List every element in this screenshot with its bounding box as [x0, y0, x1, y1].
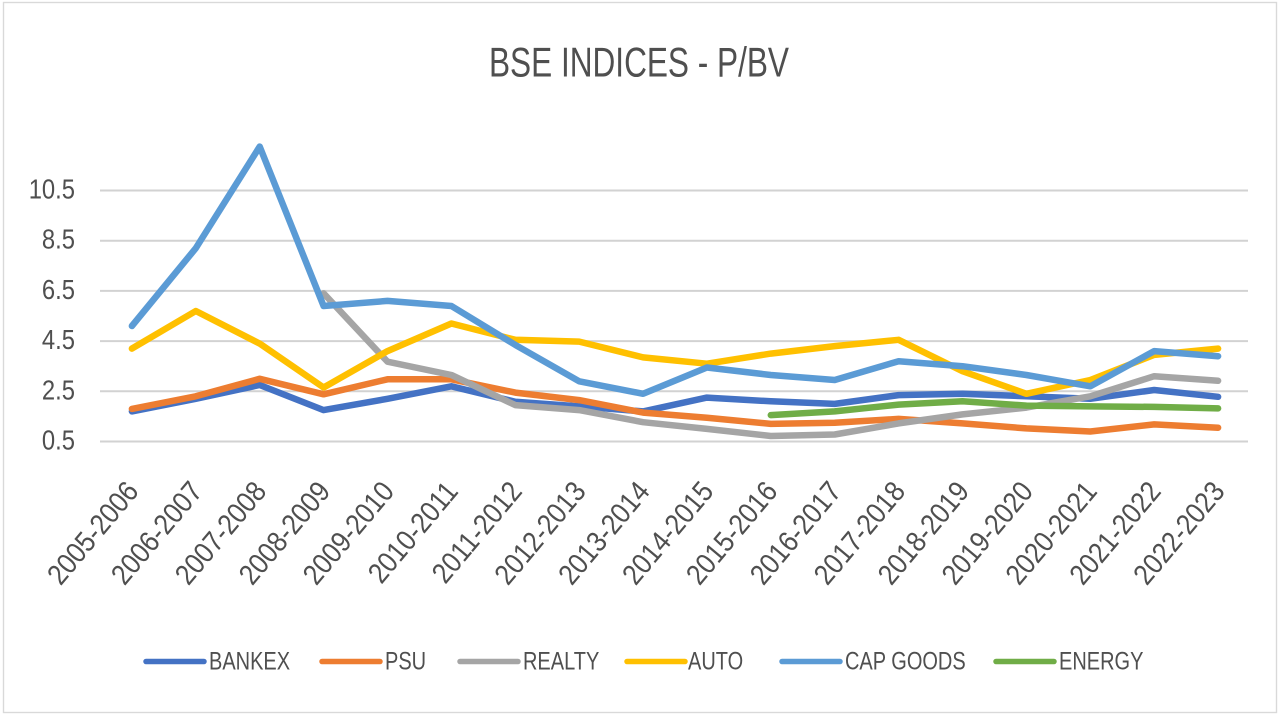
- svg-text:6.5: 6.5: [42, 273, 75, 305]
- svg-text:CAP GOODS: CAP GOODS: [845, 647, 966, 675]
- svg-text:8.5: 8.5: [42, 223, 75, 255]
- svg-text:0.5: 0.5: [42, 424, 75, 456]
- svg-text:2.5: 2.5: [42, 373, 75, 405]
- svg-text:REALTY: REALTY: [523, 647, 599, 675]
- svg-text:ENERGY: ENERGY: [1059, 647, 1143, 675]
- svg-text:PSU: PSU: [385, 647, 426, 675]
- svg-text:4.5: 4.5: [42, 323, 75, 355]
- svg-text:BSE INDICES - P/BV: BSE INDICES - P/BV: [489, 38, 789, 85]
- svg-text:AUTO: AUTO: [688, 647, 743, 675]
- svg-text:BANKEX: BANKEX: [209, 647, 290, 675]
- svg-text:10.5: 10.5: [29, 173, 75, 205]
